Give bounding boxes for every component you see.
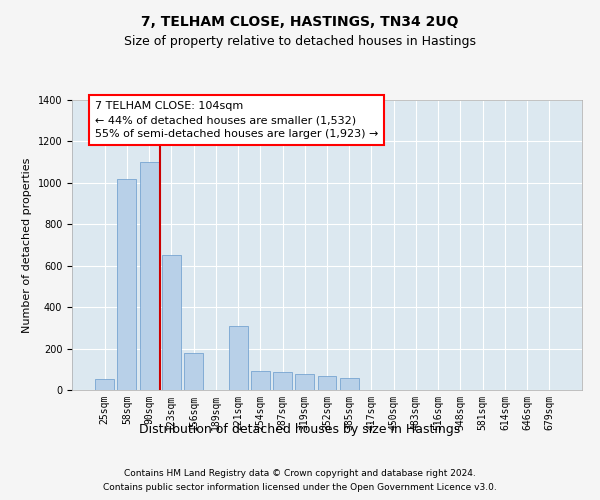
Bar: [162, 256, 181, 390]
Text: 7, TELHAM CLOSE, HASTINGS, TN34 2UQ: 7, TELHAM CLOSE, HASTINGS, TN34 2UQ: [141, 15, 459, 29]
Bar: [140, 162, 158, 390]
Bar: [184, 352, 203, 390]
Bar: [273, 372, 292, 390]
Text: 7 TELHAM CLOSE: 104sqm
← 44% of detached houses are smaller (1,532)
55% of semi-: 7 TELHAM CLOSE: 104sqm ← 44% of detached…: [95, 101, 378, 139]
Text: Size of property relative to detached houses in Hastings: Size of property relative to detached ho…: [124, 35, 476, 48]
Bar: [251, 372, 270, 390]
Bar: [229, 326, 248, 390]
Text: Contains HM Land Registry data © Crown copyright and database right 2024.: Contains HM Land Registry data © Crown c…: [124, 468, 476, 477]
Bar: [340, 378, 359, 390]
Bar: [295, 374, 314, 390]
Text: Distribution of detached houses by size in Hastings: Distribution of detached houses by size …: [139, 422, 461, 436]
Bar: [95, 378, 114, 390]
Bar: [317, 376, 337, 390]
Text: Contains public sector information licensed under the Open Government Licence v3: Contains public sector information licen…: [103, 484, 497, 492]
Y-axis label: Number of detached properties: Number of detached properties: [22, 158, 32, 332]
Bar: [118, 178, 136, 390]
